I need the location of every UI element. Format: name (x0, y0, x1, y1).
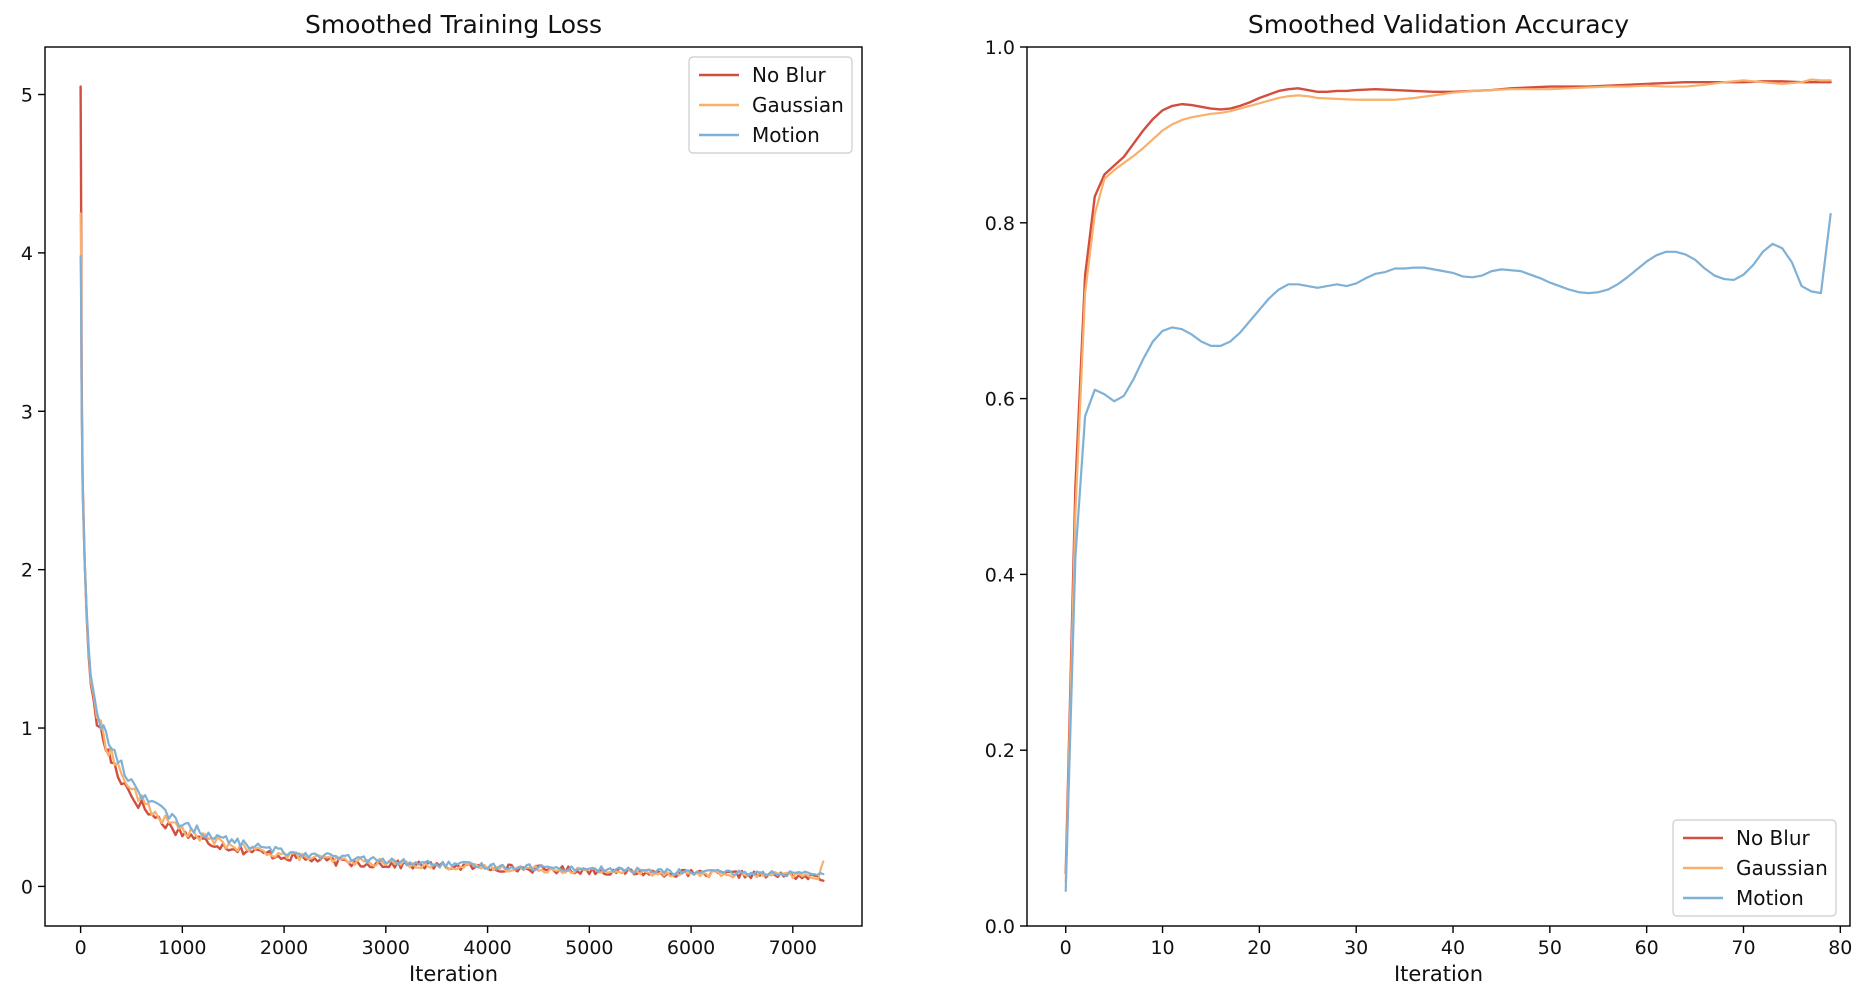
x-tick-label: 60 (1635, 937, 1659, 959)
x-axis-label: Iteration (1394, 962, 1483, 986)
y-tick-label: 0 (21, 876, 33, 898)
legend-label: No Blur (752, 63, 827, 87)
x-tick-label: 40 (1441, 937, 1465, 959)
y-tick-label: 2 (21, 560, 33, 582)
y-tick-label: 0.4 (985, 564, 1015, 586)
y-tick-label: 1 (21, 718, 33, 740)
legend: No Blur Gaussian Motion (688, 56, 853, 154)
x-tick-label: 10 (1150, 937, 1174, 959)
legend-box (688, 56, 853, 154)
y-tick-label: 0.2 (985, 740, 1015, 762)
legend-label: Gaussian (752, 93, 844, 117)
x-tick-label: 50 (1538, 937, 1562, 959)
x-tick-label: 20 (1247, 937, 1271, 959)
series-line-motion (1064, 212, 1832, 892)
series-group (1064, 78, 1832, 892)
y-tick-label: 4 (21, 243, 33, 265)
axes-frame (44, 46, 863, 927)
legend-label: Motion (1736, 886, 1804, 910)
x-tick-label: 5000 (565, 937, 613, 959)
series-line-no-blur (79, 85, 825, 882)
chart-title: Smoothed Training Loss (305, 10, 602, 39)
x-tick-label: 7000 (769, 937, 817, 959)
x-tick-label: 3000 (362, 937, 410, 959)
series-line-gaussian (79, 212, 825, 881)
legend-box (1672, 819, 1837, 917)
chart-title: Smoothed Validation Accuracy (1248, 10, 1629, 39)
x-tick-label: 0 (75, 937, 87, 959)
x-tick-label: 4000 (463, 937, 511, 959)
series-line-no-blur (1064, 80, 1832, 875)
y-tick-label: 0.6 (985, 389, 1015, 411)
legend-label: Motion (752, 123, 820, 147)
legend: No Blur Gaussian Motion (1672, 819, 1837, 917)
x-tick-label: 1000 (158, 937, 206, 959)
y-tick-label: 0.8 (985, 213, 1015, 235)
x-tick-label: 2000 (260, 937, 308, 959)
series-line-motion (79, 254, 825, 878)
x-tick-label: 80 (1828, 937, 1852, 959)
x-tick-label: 0 (1060, 937, 1072, 959)
y-tick-label: 3 (21, 401, 33, 423)
x-tick-label: 30 (1344, 937, 1368, 959)
legend-label: No Blur (1736, 826, 1811, 850)
chart-panel-1: Smoothed Training Loss 0 1000 2000 3000 4000 5… (21, 10, 863, 986)
y-tick-label: 0.0 (985, 916, 1015, 938)
series-line-gaussian (1064, 78, 1832, 884)
legend-label: Gaussian (1736, 856, 1828, 880)
x-axis-label: Iteration (409, 962, 498, 986)
x-tick-label: 6000 (667, 937, 715, 959)
x-tick-label: 70 (1731, 937, 1755, 959)
y-tick-label: 1.0 (985, 37, 1015, 59)
series-group (79, 85, 825, 882)
axes-frame (1026, 46, 1851, 927)
y-tick-label: 5 (21, 85, 33, 107)
chart-panel-2: Smoothed Validation Accuracy 0 10 20 30 40 50 6… (985, 10, 1853, 986)
